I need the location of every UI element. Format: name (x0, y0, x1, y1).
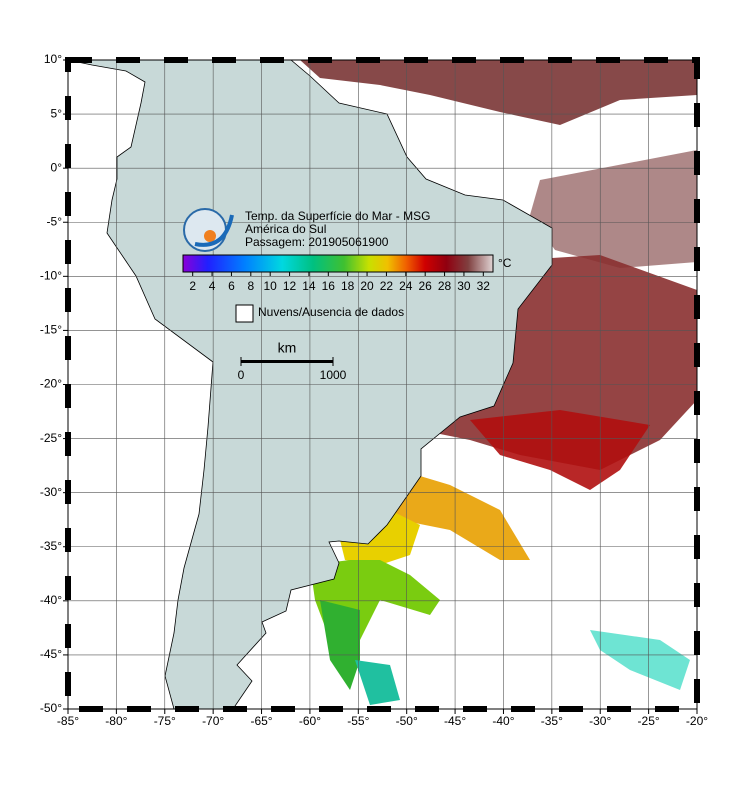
scale-bar (241, 360, 333, 363)
colorbar (182, 254, 494, 273)
x-tick-label: -70° (202, 714, 224, 728)
map-subtitle: América do Sul (245, 222, 326, 236)
x-tick-label: -25° (638, 714, 660, 728)
colorbar-tick-label: 18 (341, 279, 355, 293)
colorbar-unit: °C (498, 256, 512, 270)
colorbar-tick-label: 24 (399, 279, 413, 293)
colorbar-tick-label: 14 (302, 279, 316, 293)
legend-label: Nuvens/Ausencia de dados (258, 305, 404, 319)
colorbar-tick-label: 16 (322, 279, 336, 293)
y-tick-label: -20° (40, 377, 62, 391)
y-tick-label: -35° (40, 539, 62, 553)
colorbar-tick-label: 8 (247, 279, 254, 293)
x-tick-label: -35° (541, 714, 563, 728)
x-tick-label: -20° (686, 714, 708, 728)
y-tick-label: 0° (51, 160, 63, 174)
legend-swatch (235, 304, 254, 323)
y-tick-label: -50° (40, 701, 62, 715)
colorbar-tick-label: 32 (477, 279, 491, 293)
logo (183, 208, 234, 252)
scale-unit: km (278, 340, 297, 356)
colorbar-tick-label: 22 (380, 279, 394, 293)
sea-temperature (300, 60, 697, 705)
x-tick-label: -40° (492, 714, 514, 728)
scale-tick-label: 0 (238, 368, 245, 382)
colorbar-tick-label: 28 (438, 279, 452, 293)
colorbar-tick-label: 2 (189, 279, 196, 293)
x-tick-label: -80° (105, 714, 127, 728)
pass-time: Passagem: 201905061900 (245, 235, 389, 249)
scale-tick-label: 1000 (320, 368, 347, 382)
y-tick-label: -15° (40, 323, 62, 337)
y-tick-label: -30° (40, 485, 62, 499)
colorbar-tick-label: 12 (283, 279, 297, 293)
colorbar-tick-label: 20 (360, 279, 374, 293)
x-tick-label: -60° (299, 714, 321, 728)
x-tick-label: -50° (396, 714, 418, 728)
colorbar-tick-label: 10 (264, 279, 278, 293)
colorbar-tick-label: 4 (209, 279, 216, 293)
map-title: Temp. da Superfície do Mar - MSG (245, 209, 430, 223)
y-tick-label: 5° (51, 106, 63, 120)
y-tick-label: -5° (47, 214, 63, 228)
colorbar-tick-label: 30 (457, 279, 471, 293)
y-tick-label: -45° (40, 647, 62, 661)
colorbar-tick-label: 26 (419, 279, 433, 293)
x-tick-label: -55° (347, 714, 369, 728)
x-tick-label: -85° (57, 714, 79, 728)
x-tick-label: -30° (589, 714, 611, 728)
x-tick-label: -45° (444, 714, 466, 728)
x-tick-label: -75° (154, 714, 176, 728)
y-tick-label: -25° (40, 431, 62, 445)
colorbar-tick-label: 6 (228, 279, 235, 293)
y-tick-label: -10° (40, 269, 62, 283)
x-tick-label: -65° (250, 714, 272, 728)
y-tick-label: 10° (44, 52, 62, 66)
y-tick-label: -40° (40, 593, 62, 607)
